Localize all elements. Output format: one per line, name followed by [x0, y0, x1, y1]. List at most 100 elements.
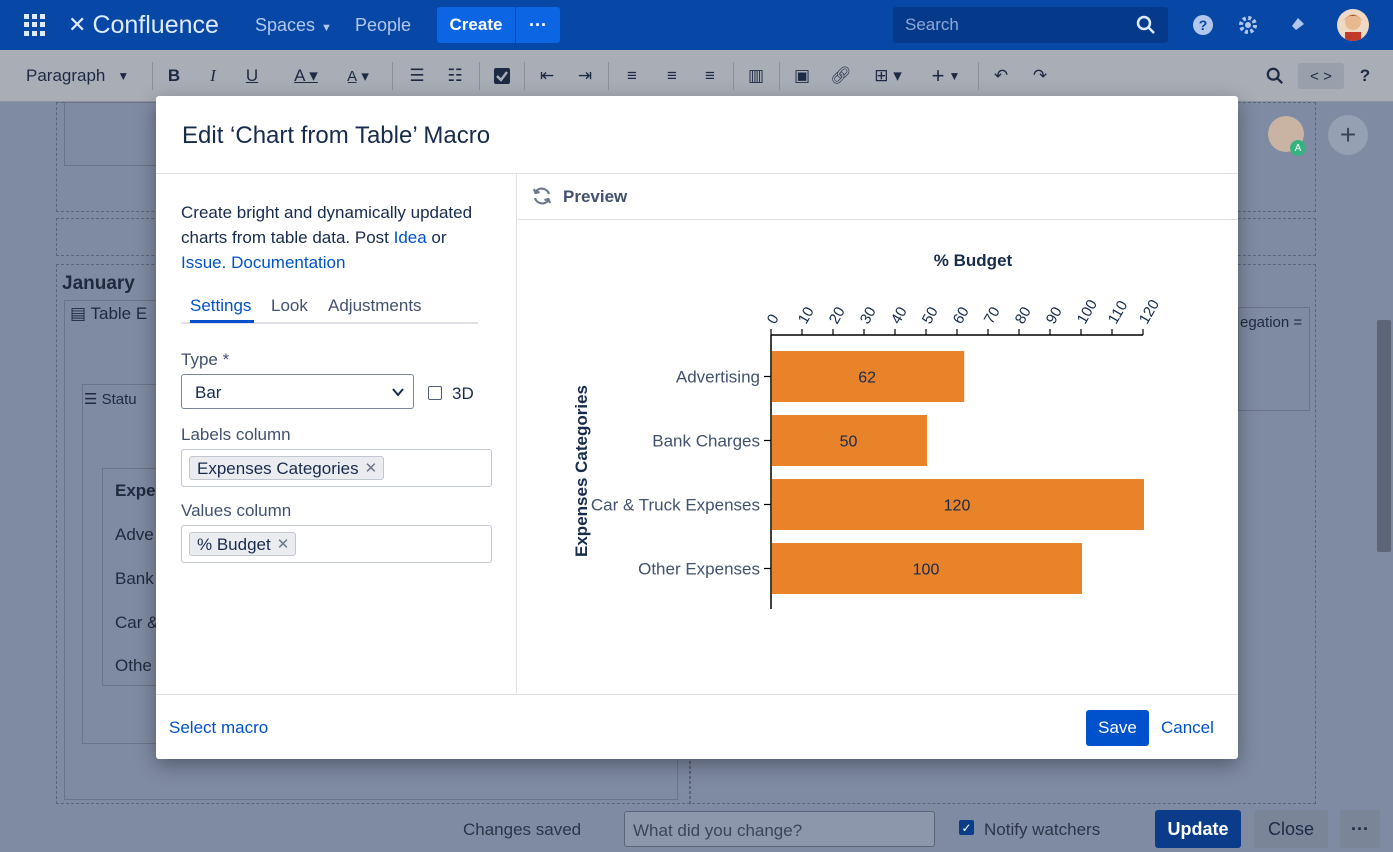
- find-replace-icon[interactable]: [1263, 63, 1287, 89]
- close-button[interactable]: Close: [1254, 810, 1328, 848]
- table-icon[interactable]: ⊞ ▾: [874, 66, 902, 85]
- values-column-field[interactable]: % Budget ✕: [181, 525, 492, 563]
- redo-icon[interactable]: ↷: [1032, 66, 1048, 85]
- x-tick-label: 20: [826, 304, 849, 327]
- confluence-mark-icon: ✕: [68, 12, 87, 37]
- confluence-logo[interactable]: ✕ Confluence: [68, 9, 219, 41]
- paragraph-style-label: Paragraph: [26, 66, 106, 85]
- insert-more-icon[interactable]: + ▼: [931, 63, 961, 88]
- chart-title: % Budget: [934, 251, 1013, 270]
- search-input[interactable]: [893, 15, 1128, 35]
- refresh-icon[interactable]: [531, 185, 553, 207]
- notify-watchers-label: Notify watchers: [984, 820, 1101, 839]
- table-excerpt-icon: ▤: [70, 304, 91, 323]
- table-excerpt-text: Table E: [90, 304, 148, 323]
- underline-icon[interactable]: U: [245, 66, 259, 85]
- align-center-icon[interactable]: ≡: [667, 66, 677, 85]
- category-label: Other Expenses: [638, 560, 760, 579]
- create-button[interactable]: Create: [437, 7, 515, 43]
- italic-icon[interactable]: I: [210, 66, 216, 85]
- 3d-label: 3D: [452, 384, 474, 403]
- active-tab-indicator: [190, 320, 254, 323]
- bar: [772, 543, 1082, 594]
- undo-icon[interactable]: ↶: [993, 66, 1009, 85]
- bottom-bar: Changes saved What did you change? ✓ Not…: [0, 803, 1393, 852]
- x-tick-label: 90: [1043, 304, 1066, 327]
- more-options-button[interactable]: ···: [1340, 810, 1380, 848]
- select-macro-link[interactable]: Select macro: [169, 718, 269, 737]
- settings-tabs: Settings Look Adjustments: [181, 292, 478, 324]
- task-list-icon[interactable]: [490, 63, 514, 89]
- outdent-icon[interactable]: ⇤: [539, 66, 555, 85]
- documentation-link[interactable]: Documentation: [231, 253, 346, 272]
- save-button[interactable]: Save: [1086, 710, 1149, 746]
- x-tick-label: 110: [1105, 298, 1132, 327]
- numbered-list-icon[interactable]: ☷: [447, 66, 463, 85]
- bar: [772, 479, 1144, 530]
- scrollbar-thumb[interactable]: [1377, 320, 1391, 552]
- nav-people[interactable]: People: [355, 15, 412, 35]
- x-tick-label: 10: [795, 304, 818, 327]
- chevron-down-icon: [392, 388, 404, 397]
- table-row: Bank: [115, 569, 154, 588]
- chevron-down-icon: ▼: [117, 69, 130, 83]
- type-label: Type *: [181, 350, 230, 369]
- help-button[interactable]: ?: [1359, 66, 1371, 85]
- cancel-button[interactable]: Cancel: [1161, 718, 1214, 737]
- paragraph-style-select[interactable]: Paragraph ▼: [26, 63, 138, 89]
- link-icon[interactable]: 🔗︎: [830, 66, 852, 85]
- notify-watchers-checkbox[interactable]: ✓: [959, 820, 974, 835]
- preview-header: Preview: [518, 174, 1238, 220]
- x-tick-label: 50: [919, 304, 942, 327]
- bullet-list-icon[interactable]: ☰: [409, 66, 425, 85]
- align-right-icon[interactable]: ≡: [705, 66, 715, 85]
- chart-type-select[interactable]: Bar: [181, 374, 414, 409]
- chevron-down-icon: ▼: [321, 22, 332, 34]
- user-avatar[interactable]: [1337, 9, 1369, 41]
- help-icon[interactable]: ?: [1191, 13, 1215, 37]
- tab-adjustments[interactable]: Adjustments: [328, 296, 422, 315]
- bar-value-label: 62: [858, 370, 876, 387]
- bold-icon[interactable]: B: [167, 66, 181, 85]
- values-column-label: Values column: [181, 501, 292, 520]
- 3d-checkbox[interactable]: [428, 386, 442, 400]
- nav-spaces-label: Spaces: [255, 15, 316, 35]
- indent-icon[interactable]: ⇥: [577, 66, 593, 85]
- labels-column-field[interactable]: Expenses Categories ✕: [181, 449, 492, 487]
- table-row: Adve: [115, 525, 154, 544]
- macro-dialog: Edit ‘Chart from Table’ Macro Create bri…: [156, 96, 1238, 759]
- app-switcher-icon[interactable]: [24, 14, 46, 36]
- remove-tag-icon[interactable]: ✕: [364, 460, 378, 477]
- settings-gear-icon[interactable]: [1236, 13, 1260, 37]
- issue-link[interactable]: Issue.: [181, 253, 227, 272]
- nav-spaces[interactable]: Spaces ▼: [255, 15, 332, 36]
- remove-tag-icon[interactable]: ✕: [276, 536, 290, 553]
- idea-link[interactable]: Idea: [393, 228, 427, 247]
- category-label: Car & Truck Expenses: [591, 496, 760, 515]
- bar-value-label: 50: [840, 434, 858, 451]
- text-styles-icon[interactable]: A̲ ▾: [347, 68, 369, 85]
- aggregation-macro: [1238, 307, 1310, 411]
- change-description-input[interactable]: What did you change?: [624, 811, 935, 847]
- image-icon[interactable]: ▣: [793, 66, 811, 85]
- collaborator-avatar[interactable]: A: [1268, 116, 1306, 156]
- page-layout-icon[interactable]: ▥: [747, 66, 765, 85]
- align-left-icon[interactable]: ≡: [627, 66, 637, 85]
- x-tick-label: 80: [1012, 304, 1035, 327]
- save-status: Changes saved: [463, 820, 582, 839]
- tab-look[interactable]: Look: [271, 296, 308, 315]
- x-tick-label: 60: [950, 304, 973, 327]
- values-column-tag-text: % Budget: [197, 535, 271, 554]
- app-name: Confluence: [92, 10, 219, 39]
- update-button[interactable]: Update: [1155, 810, 1241, 848]
- search-box[interactable]: [893, 7, 1168, 43]
- add-collaborator-icon[interactable]: +: [1328, 115, 1368, 155]
- source-editor-button[interactable]: < >: [1298, 63, 1344, 89]
- tab-settings[interactable]: Settings: [190, 296, 252, 315]
- search-icon[interactable]: [1136, 15, 1156, 35]
- x-tick-label: 70: [981, 304, 1004, 327]
- macro-description: Create bright and dynamically updated ch…: [181, 200, 496, 275]
- text-color-icon[interactable]: A ▾: [294, 66, 318, 85]
- notifications-icon[interactable]: [1285, 13, 1309, 37]
- create-more-button[interactable]: ···: [516, 7, 560, 43]
